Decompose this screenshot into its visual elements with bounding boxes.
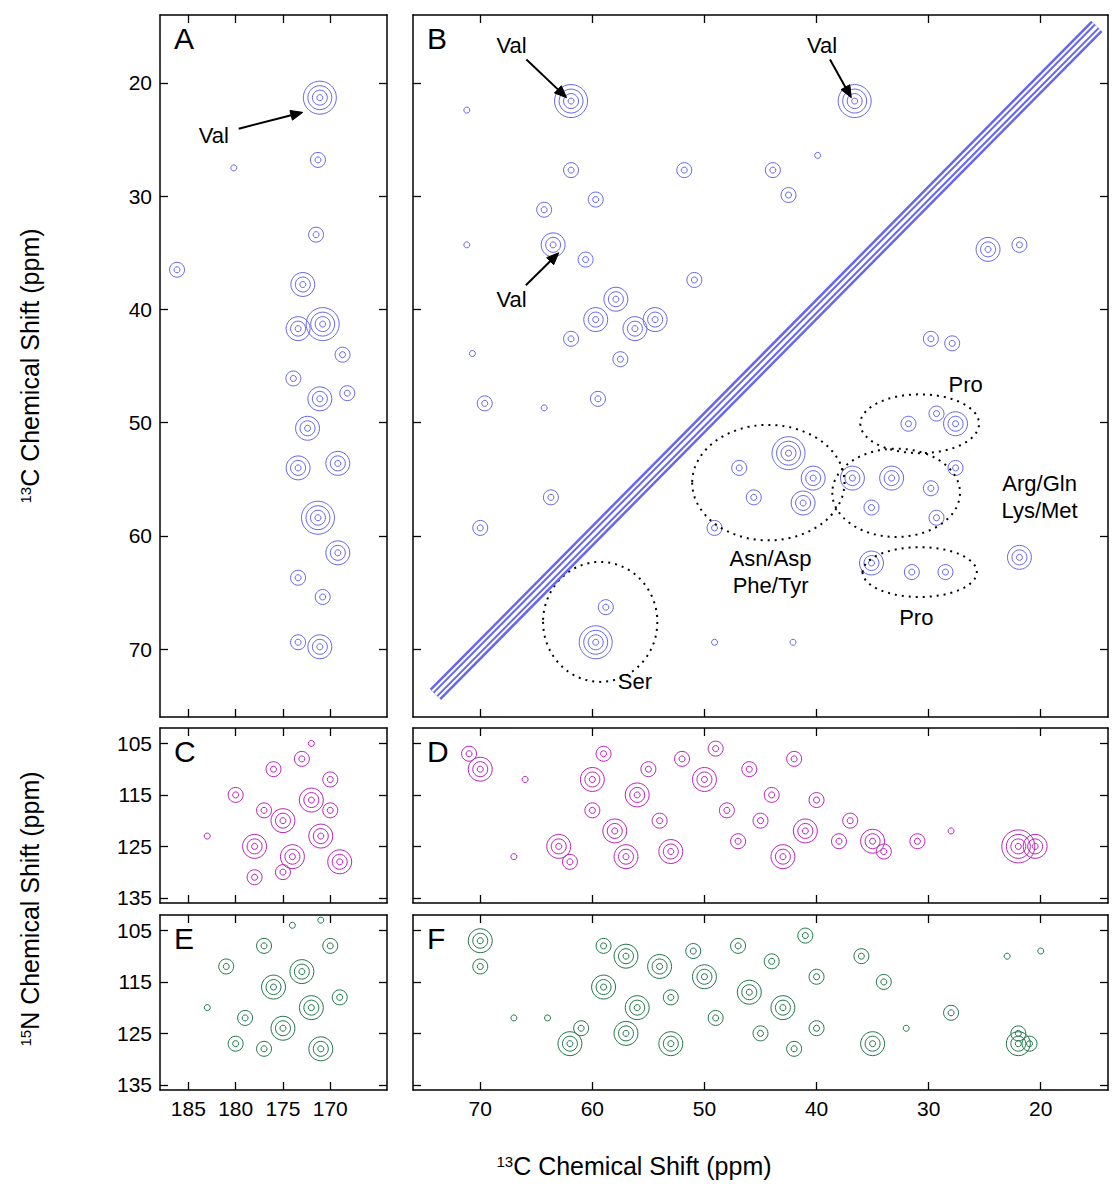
svg-text:D: D	[427, 735, 449, 768]
svg-text:Val: Val	[497, 33, 527, 58]
svg-text:170: 170	[313, 1097, 348, 1120]
svg-text:180: 180	[218, 1097, 253, 1120]
svg-text:40: 40	[129, 298, 152, 321]
svg-text:135: 135	[117, 1073, 152, 1096]
svg-text:C: C	[174, 735, 196, 768]
svg-text:125: 125	[117, 1022, 152, 1045]
svg-text:Arg/Gln: Arg/Gln	[1002, 471, 1077, 496]
svg-text:Pro: Pro	[899, 605, 933, 630]
svg-text:60: 60	[581, 1097, 604, 1120]
svg-text:115: 115	[119, 783, 152, 806]
svg-text:115: 115	[119, 970, 152, 993]
svg-text:Val: Val	[497, 287, 527, 312]
svg-text:Val: Val	[807, 33, 837, 58]
svg-text:50: 50	[129, 411, 152, 434]
svg-text:N Chemical Shift (ppm): N Chemical Shift (ppm)	[16, 771, 44, 1029]
svg-text:70: 70	[129, 638, 152, 661]
svg-text:Pro: Pro	[949, 372, 983, 397]
svg-text:C Chemical Shift (ppm): C Chemical Shift (ppm)	[513, 1152, 771, 1180]
svg-text:Asn/Asp: Asn/Asp	[730, 546, 812, 571]
svg-text:20: 20	[129, 71, 152, 94]
svg-text:A: A	[174, 22, 194, 55]
svg-text:105: 105	[117, 919, 152, 942]
svg-text:15: 15	[17, 1030, 34, 1047]
svg-text:Ser: Ser	[618, 669, 652, 694]
svg-text:B: B	[427, 22, 447, 55]
svg-text:C Chemical Shift (ppm): C Chemical Shift (ppm)	[16, 228, 44, 486]
svg-text:F: F	[427, 922, 445, 955]
svg-text:60: 60	[129, 524, 152, 547]
svg-text:185: 185	[171, 1097, 206, 1120]
svg-text:105: 105	[117, 732, 152, 755]
svg-text:Phe/Tyr: Phe/Tyr	[733, 573, 809, 598]
svg-text:125: 125	[117, 835, 152, 858]
svg-text:40: 40	[805, 1097, 828, 1120]
svg-text:E: E	[174, 922, 194, 955]
svg-text:13: 13	[496, 1153, 513, 1170]
svg-text:13: 13	[17, 487, 34, 504]
svg-text:50: 50	[693, 1097, 716, 1120]
svg-text:Lys/Met: Lys/Met	[1002, 498, 1078, 523]
svg-text:175: 175	[265, 1097, 300, 1120]
svg-text:30: 30	[917, 1097, 940, 1120]
svg-text:30: 30	[129, 185, 152, 208]
svg-text:Val: Val	[199, 123, 229, 148]
svg-text:135: 135	[117, 886, 152, 909]
svg-text:20: 20	[1029, 1097, 1052, 1120]
svg-text:70: 70	[469, 1097, 492, 1120]
